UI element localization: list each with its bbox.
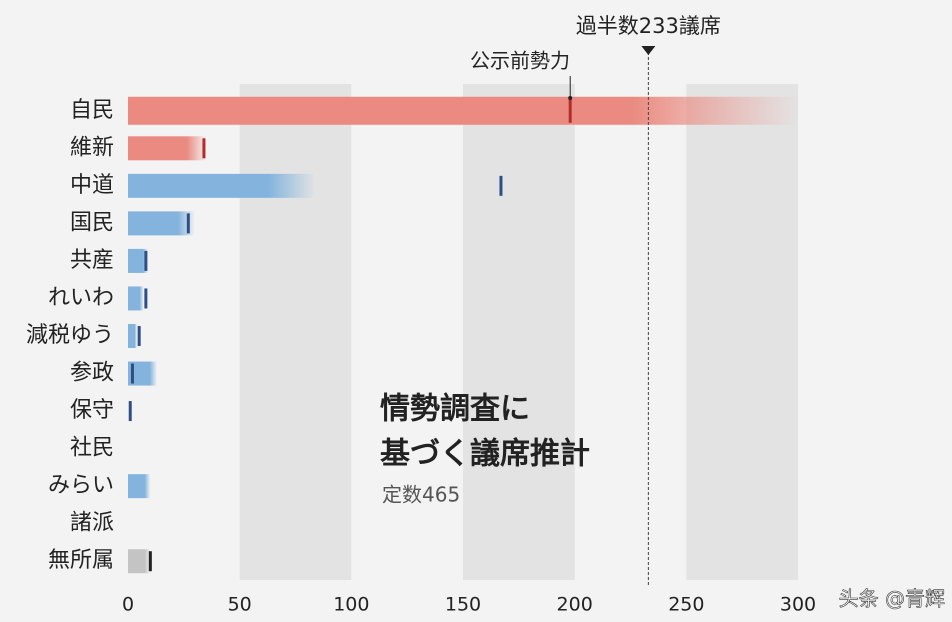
category-label: 社民 xyxy=(70,436,114,461)
category-label: みらい xyxy=(48,473,114,498)
grid-band xyxy=(686,84,798,580)
majority-label: 過半数233議席 xyxy=(576,14,721,38)
category-label: 保守 xyxy=(70,398,114,423)
pre-election-marker xyxy=(144,250,148,271)
category-label: 減税ゆう xyxy=(26,323,114,348)
x-tick-label: 150 xyxy=(445,594,481,616)
bar xyxy=(128,173,316,198)
category-label: 諸派 xyxy=(70,511,114,536)
bar xyxy=(128,96,798,125)
category-label: 共産 xyxy=(70,248,114,273)
annotation-dot xyxy=(568,96,573,100)
pre-election-marker xyxy=(130,363,134,384)
category-label: 中道 xyxy=(70,173,114,198)
title-line: 基づく議席推計 xyxy=(380,437,590,472)
pre-election-marker xyxy=(186,213,190,234)
bar xyxy=(128,211,195,236)
x-tick-label: 300 xyxy=(780,594,816,616)
x-tick-label: 250 xyxy=(668,594,704,616)
x-tick-label: 50 xyxy=(228,594,252,616)
bar xyxy=(128,286,144,311)
x-tick-label: 100 xyxy=(333,594,369,616)
pre-election-marker xyxy=(128,401,132,422)
category-label: 自民 xyxy=(70,98,114,123)
pre-election-marker xyxy=(202,138,206,159)
category-label: 参政 xyxy=(70,361,114,386)
bar xyxy=(128,474,151,499)
bar xyxy=(128,248,149,273)
title-line: 情勢調査に xyxy=(380,392,530,427)
grid-band xyxy=(463,84,575,580)
subtitle: 定数465 xyxy=(382,483,460,507)
bar xyxy=(128,136,207,161)
pre-election-marker xyxy=(148,551,152,572)
category-label: 維新 xyxy=(70,135,114,160)
watermark: 头条 @青辉 xyxy=(839,587,945,611)
category-label: 国民 xyxy=(70,210,114,235)
pre-election-marker xyxy=(568,98,572,123)
category-label: れいわ xyxy=(48,285,114,310)
pre-election-marker xyxy=(499,175,503,196)
pre-election-marker xyxy=(137,326,141,346)
bar xyxy=(128,549,151,574)
majority-arrow xyxy=(641,46,656,55)
x-tick-label: 200 xyxy=(557,594,593,616)
pre-election-marker xyxy=(144,288,148,309)
category-label: 無所属 xyxy=(48,548,114,573)
x-tick-label: 0 xyxy=(122,594,134,616)
grid-band xyxy=(239,84,352,580)
annotation: 公示前勢力 xyxy=(470,49,570,73)
bar xyxy=(128,324,137,348)
